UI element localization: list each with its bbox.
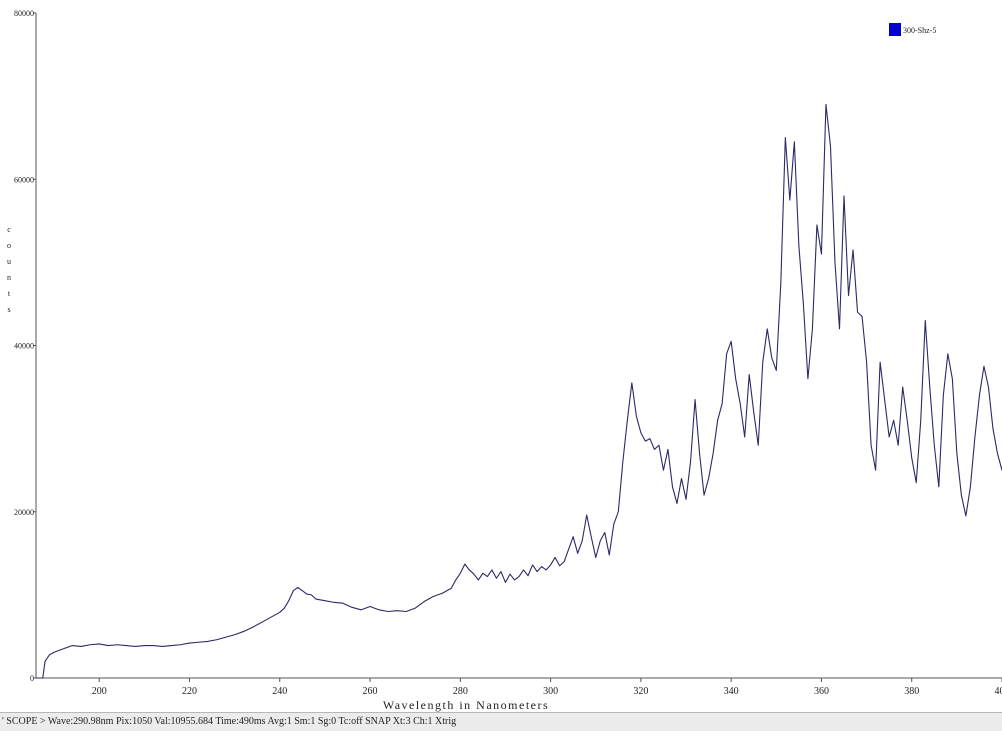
x-axis-label: Wavelength in Nanometers (383, 698, 549, 712)
x-tick-label: 320 (633, 686, 648, 697)
y-axis-label-letter: t (8, 289, 11, 298)
spectrum-chart: 200 220 240 260 280 300 320 340 360 380 400 0 20000 4… (7, 9, 1002, 712)
status-bar-text: ' SCOPE > Wave:290.98nm Pix:1050 Val:109… (2, 716, 457, 727)
y-axis-label-letter: c (7, 225, 11, 234)
y-axis-label-letter: o (7, 241, 11, 250)
x-tick-label: 400 (995, 686, 1002, 697)
y-axis-label-letter: u (7, 257, 11, 266)
y-axis-label-letter: s (7, 305, 10, 314)
legend-swatch (889, 23, 901, 36)
x-tick-label: 340 (724, 686, 739, 697)
x-tick-label: 360 (814, 686, 829, 697)
x-tick-label: 220 (182, 686, 197, 697)
status-bar: ' SCOPE > Wave:290.98nm Pix:1050 Val:109… (0, 712, 1002, 731)
legend-label: 300-Shz-5 (903, 26, 936, 35)
y-tick-label: 80000 (14, 9, 34, 18)
tick-marks: 200 220 240 260 280 300 320 340 360 380 400 0 20000 4… (14, 9, 1002, 697)
y-tick-label: 40000 (14, 342, 34, 351)
x-tick-label: 300 (543, 686, 558, 697)
y-tick-label: 60000 (14, 175, 34, 184)
x-tick-label: 280 (453, 686, 468, 697)
x-tick-label: 240 (272, 686, 287, 697)
series-layer (36, 103, 1002, 679)
series-line (36, 103, 1002, 679)
legend: 300-Shz-5 (889, 23, 936, 36)
axes (35, 13, 1002, 679)
x-tick-label: 260 (363, 686, 378, 697)
y-tick-label: 0 (30, 674, 34, 683)
x-tick-label: 380 (904, 686, 919, 697)
x-tick-label: 200 (92, 686, 107, 697)
y-axis-label-letter: n (7, 273, 11, 282)
y-tick-label: 20000 (14, 508, 34, 517)
